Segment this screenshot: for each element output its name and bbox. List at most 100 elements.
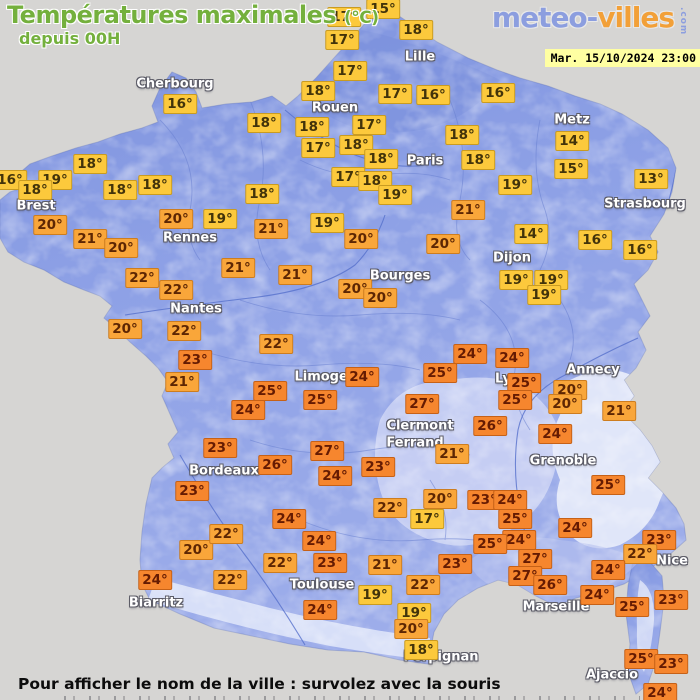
- temp-label[interactable]: 27°: [310, 441, 344, 461]
- temp-label[interactable]: 21°: [451, 200, 485, 220]
- temp-label[interactable]: 20°: [108, 319, 142, 339]
- temp-label[interactable]: 23°: [654, 590, 688, 610]
- temp-label[interactable]: 20°: [426, 234, 460, 254]
- temp-label[interactable]: 23°: [438, 554, 472, 574]
- temp-label[interactable]: 24°: [558, 518, 592, 538]
- temp-label[interactable]: 23°: [178, 350, 212, 370]
- temp-label[interactable]: 16°: [623, 240, 657, 260]
- temp-label[interactable]: 21°: [602, 401, 636, 421]
- temp-label[interactable]: 16°: [481, 83, 515, 103]
- temp-label[interactable]: 15°: [554, 159, 588, 179]
- temp-label[interactable]: 23°: [313, 553, 347, 573]
- temp-label[interactable]: 19°: [378, 185, 412, 205]
- temp-label[interactable]: 17°: [410, 509, 444, 529]
- temp-label[interactable]: 18°: [18, 180, 52, 200]
- temp-label[interactable]: 21°: [165, 372, 199, 392]
- temp-label[interactable]: 17°: [333, 61, 367, 81]
- temp-label[interactable]: 18°: [301, 81, 335, 101]
- temp-label[interactable]: 19°: [203, 209, 237, 229]
- temp-label[interactable]: 17°: [378, 84, 412, 104]
- temp-label[interactable]: 19°: [358, 585, 392, 605]
- temp-label[interactable]: 24°: [580, 585, 614, 605]
- temp-label[interactable]: 17°: [352, 115, 386, 135]
- temp-label[interactable]: 25°: [253, 381, 287, 401]
- temp-label[interactable]: 19°: [397, 603, 431, 623]
- temp-label[interactable]: 24°: [303, 600, 337, 620]
- temp-label[interactable]: 19°: [527, 285, 561, 305]
- temp-label[interactable]: 18°: [247, 113, 281, 133]
- temp-label[interactable]: 24°: [231, 400, 265, 420]
- temp-label[interactable]: 22°: [373, 498, 407, 518]
- temp-label[interactable]: 19°: [499, 270, 533, 290]
- temp-label[interactable]: 21°: [435, 444, 469, 464]
- temp-label[interactable]: 24°: [493, 490, 527, 510]
- temp-label[interactable]: 24°: [643, 683, 677, 700]
- temp-label[interactable]: 21°: [368, 555, 402, 575]
- temp-label[interactable]: 21°: [254, 219, 288, 239]
- temp-label[interactable]: 19°: [310, 213, 344, 233]
- temp-label[interactable]: 14°: [555, 131, 589, 151]
- temp-label[interactable]: 18°: [364, 149, 398, 169]
- temp-label[interactable]: 20°: [104, 238, 138, 258]
- temp-label[interactable]: 25°: [423, 363, 457, 383]
- temp-label[interactable]: 24°: [453, 344, 487, 364]
- temp-label[interactable]: 18°: [138, 175, 172, 195]
- temp-label[interactable]: 24°: [591, 560, 625, 580]
- temp-label[interactable]: 24°: [138, 570, 172, 590]
- temp-label[interactable]: 21°: [73, 229, 107, 249]
- temp-label[interactable]: 20°: [394, 619, 428, 639]
- temp-label[interactable]: 22°: [159, 280, 193, 300]
- temp-label[interactable]: 23°: [175, 481, 209, 501]
- temp-label[interactable]: 23°: [654, 654, 688, 674]
- temp-label[interactable]: 25°: [615, 597, 649, 617]
- temp-label[interactable]: 23°: [467, 490, 501, 510]
- temp-label[interactable]: 13°: [634, 169, 668, 189]
- temp-label[interactable]: 17°: [325, 30, 359, 50]
- temp-label[interactable]: 20°: [344, 229, 378, 249]
- temp-label[interactable]: 17°: [301, 138, 335, 158]
- temp-label[interactable]: 18°: [399, 20, 433, 40]
- temp-label[interactable]: 18°: [445, 125, 479, 145]
- temp-label[interactable]: 26°: [473, 416, 507, 436]
- temp-label[interactable]: 18°: [295, 117, 329, 137]
- temp-label[interactable]: 22°: [213, 570, 247, 590]
- temp-label[interactable]: 24°: [345, 367, 379, 387]
- temp-label[interactable]: 15°: [366, 0, 400, 19]
- temp-label[interactable]: 18°: [73, 154, 107, 174]
- temp-label[interactable]: 25°: [624, 649, 658, 669]
- temp-label[interactable]: 27°: [405, 394, 439, 414]
- temp-label[interactable]: 16°: [416, 85, 450, 105]
- temp-label[interactable]: 18°: [461, 150, 495, 170]
- temp-label[interactable]: 18°: [245, 184, 279, 204]
- temp-label[interactable]: 24°: [502, 530, 536, 550]
- temp-label[interactable]: 20°: [423, 489, 457, 509]
- temp-label[interactable]: 21°: [278, 265, 312, 285]
- temp-label[interactable]: 20°: [548, 394, 582, 414]
- meteo-villes-logo[interactable]: meteo-villes: [492, 1, 675, 34]
- temp-label[interactable]: 25°: [473, 534, 507, 554]
- temp-label[interactable]: 24°: [318, 466, 352, 486]
- temp-label[interactable]: 16°: [163, 94, 197, 114]
- temp-label[interactable]: 26°: [533, 575, 567, 595]
- temp-label[interactable]: 20°: [179, 540, 213, 560]
- temp-label[interactable]: 26°: [258, 455, 292, 475]
- temp-label[interactable]: 24°: [302, 531, 336, 551]
- temp-label[interactable]: 24°: [495, 348, 529, 368]
- temp-label[interactable]: 22°: [209, 524, 243, 544]
- temp-label[interactable]: 22°: [167, 321, 201, 341]
- temp-label[interactable]: 20°: [159, 209, 193, 229]
- temp-label[interactable]: 22°: [125, 268, 159, 288]
- temp-label[interactable]: 21°: [221, 258, 255, 278]
- temp-label[interactable]: 22°: [259, 334, 293, 354]
- temp-label[interactable]: 25°: [303, 390, 337, 410]
- temp-label[interactable]: 22°: [263, 553, 297, 573]
- temp-label[interactable]: 24°: [272, 509, 306, 529]
- temp-label[interactable]: 22°: [623, 544, 657, 564]
- temp-label[interactable]: 17°: [327, 7, 361, 27]
- temp-label[interactable]: 23°: [361, 457, 395, 477]
- temp-label[interactable]: 16°: [578, 230, 612, 250]
- temp-label[interactable]: 18°: [103, 180, 137, 200]
- temp-label[interactable]: 19°: [498, 175, 532, 195]
- temp-label[interactable]: 25°: [498, 509, 532, 529]
